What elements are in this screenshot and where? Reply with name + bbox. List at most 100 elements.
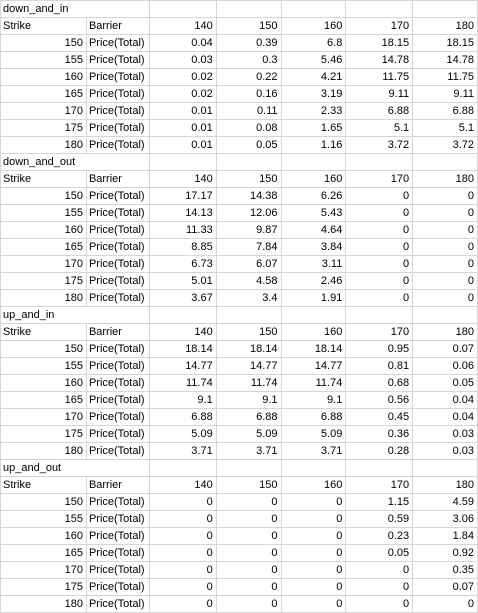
- price-value-cell[interactable]: 0.04: [412, 408, 478, 426]
- barrier-level-cell[interactable]: 140: [148, 323, 217, 341]
- price-value-cell[interactable]: 0.05: [215, 136, 282, 154]
- price-value-cell[interactable]: 0.02: [148, 85, 217, 103]
- price-value-cell[interactable]: 0: [345, 238, 414, 256]
- price-value-cell[interactable]: 0.3: [215, 51, 282, 69]
- price-value-cell[interactable]: 14.77: [215, 357, 282, 375]
- empty-cell[interactable]: [281, 306, 347, 324]
- strike-cell[interactable]: 155: [0, 51, 87, 69]
- price-value-cell[interactable]: 0: [345, 578, 414, 596]
- empty-cell[interactable]: [412, 0, 478, 18]
- price-value-cell[interactable]: 0: [345, 595, 414, 613]
- price-value-cell[interactable]: 6.88: [215, 408, 282, 426]
- section-title-cell[interactable]: up_and_in: [0, 306, 87, 324]
- price-label-cell[interactable]: Price(Total): [85, 102, 150, 120]
- empty-cell[interactable]: [412, 153, 478, 171]
- strike-cell[interactable]: 165: [0, 85, 87, 103]
- price-value-cell[interactable]: 6.8: [280, 34, 347, 52]
- strike-cell[interactable]: 150: [0, 34, 87, 52]
- section-title-cell[interactable]: down_and_in: [0, 0, 87, 18]
- strike-header-cell[interactable]: Strike: [0, 170, 87, 188]
- price-label-cell[interactable]: Price(Total): [85, 357, 150, 375]
- price-value-cell[interactable]: 0.22: [215, 68, 282, 86]
- price-label-cell[interactable]: Price(Total): [85, 204, 150, 222]
- price-value-cell[interactable]: 9.1: [148, 391, 217, 409]
- barrier-header-cell[interactable]: Barrier: [85, 323, 150, 341]
- price-value-cell[interactable]: 0.05: [412, 374, 478, 392]
- price-label-cell[interactable]: Price(Total): [85, 544, 150, 562]
- price-label-cell[interactable]: Price(Total): [85, 238, 150, 256]
- strike-cell[interactable]: 180: [0, 595, 87, 613]
- price-value-cell[interactable]: 6.07: [215, 255, 282, 273]
- strike-cell[interactable]: 150: [0, 340, 87, 358]
- price-value-cell[interactable]: 6.88: [412, 102, 478, 120]
- price-value-cell[interactable]: 0.16: [215, 85, 282, 103]
- price-value-cell[interactable]: 0: [280, 595, 347, 613]
- strike-cell[interactable]: 170: [0, 255, 87, 273]
- barrier-header-cell[interactable]: Barrier: [85, 170, 150, 188]
- price-value-cell[interactable]: 18.14: [215, 340, 282, 358]
- price-label-cell[interactable]: Price(Total): [85, 221, 150, 239]
- barrier-level-cell[interactable]: 160: [280, 17, 347, 35]
- empty-cell[interactable]: [216, 0, 282, 18]
- price-value-cell[interactable]: 0: [412, 289, 478, 307]
- price-value-cell[interactable]: 5.01: [148, 272, 217, 290]
- price-value-cell[interactable]: 4.21: [280, 68, 347, 86]
- price-value-cell[interactable]: 5.46: [280, 51, 347, 69]
- price-label-cell[interactable]: Price(Total): [85, 85, 150, 103]
- barrier-level-cell[interactable]: 150: [215, 323, 282, 341]
- strike-cell[interactable]: 175: [0, 119, 87, 137]
- price-value-cell[interactable]: 0: [215, 561, 282, 579]
- price-value-cell[interactable]: 1.15: [345, 493, 414, 511]
- price-value-cell[interactable]: 0: [280, 527, 347, 545]
- price-value-cell[interactable]: 18.15: [412, 34, 478, 52]
- strike-cell[interactable]: 170: [0, 102, 87, 120]
- price-label-cell[interactable]: Price(Total): [85, 595, 150, 613]
- price-value-cell[interactable]: 12.06: [215, 204, 282, 222]
- price-value-cell[interactable]: 0: [280, 578, 347, 596]
- price-label-cell[interactable]: Price(Total): [85, 340, 150, 358]
- price-label-cell[interactable]: Price(Total): [85, 289, 150, 307]
- price-value-cell[interactable]: 0: [148, 527, 217, 545]
- price-value-cell[interactable]: 0: [148, 493, 217, 511]
- price-value-cell[interactable]: 0.39: [215, 34, 282, 52]
- barrier-level-cell[interactable]: 180: [412, 323, 478, 341]
- price-value-cell[interactable]: 3.84: [280, 238, 347, 256]
- price-label-cell[interactable]: Price(Total): [85, 408, 150, 426]
- price-value-cell[interactable]: 0.08: [215, 119, 282, 137]
- price-value-cell[interactable]: 3.06: [412, 510, 478, 528]
- price-value-cell[interactable]: 2.33: [280, 102, 347, 120]
- price-value-cell[interactable]: 0: [215, 595, 282, 613]
- barrier-level-cell[interactable]: 150: [215, 476, 282, 494]
- empty-cell[interactable]: [216, 153, 282, 171]
- price-value-cell[interactable]: 1.65: [280, 119, 347, 137]
- price-value-cell[interactable]: 0.04: [148, 34, 217, 52]
- price-value-cell[interactable]: 3.19: [280, 85, 347, 103]
- price-value-cell[interactable]: 0.01: [148, 136, 217, 154]
- price-value-cell[interactable]: 5.09: [215, 425, 282, 443]
- price-value-cell[interactable]: 0: [280, 493, 347, 511]
- empty-cell[interactable]: [149, 153, 217, 171]
- price-label-cell[interactable]: Price(Total): [85, 187, 150, 205]
- price-value-cell[interactable]: 8.85: [148, 238, 217, 256]
- price-value-cell[interactable]: 3.72: [345, 136, 414, 154]
- barrier-level-cell[interactable]: 170: [345, 17, 414, 35]
- price-value-cell[interactable]: 5.1: [345, 119, 414, 137]
- price-value-cell[interactable]: 0: [412, 272, 478, 290]
- empty-cell[interactable]: [281, 459, 347, 477]
- empty-cell[interactable]: [86, 306, 150, 324]
- price-value-cell[interactable]: 0: [215, 544, 282, 562]
- empty-cell[interactable]: [86, 0, 150, 18]
- empty-cell[interactable]: [412, 459, 478, 477]
- barrier-header-cell[interactable]: Barrier: [85, 17, 150, 35]
- price-value-cell[interactable]: 2.46: [280, 272, 347, 290]
- price-label-cell[interactable]: Price(Total): [85, 425, 150, 443]
- price-value-cell[interactable]: 0: [148, 544, 217, 562]
- price-label-cell[interactable]: Price(Total): [85, 272, 150, 290]
- price-value-cell[interactable]: 18.14: [148, 340, 217, 358]
- price-value-cell[interactable]: 5.09: [280, 425, 347, 443]
- strike-cell[interactable]: 150: [0, 187, 87, 205]
- price-label-cell[interactable]: Price(Total): [85, 136, 150, 154]
- price-value-cell[interactable]: 14.78: [412, 51, 478, 69]
- strike-cell[interactable]: 165: [0, 391, 87, 409]
- price-value-cell[interactable]: 9.1: [215, 391, 282, 409]
